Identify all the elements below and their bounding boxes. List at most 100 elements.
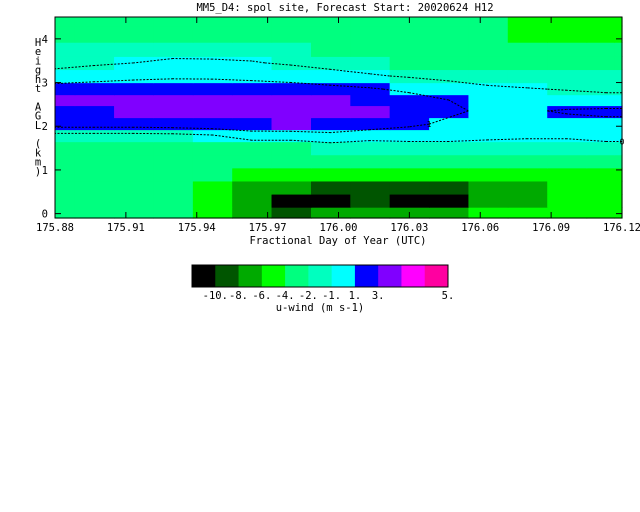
heatmap-cell: [614, 141, 623, 156]
colorbar-tick-label: -2.: [299, 290, 318, 302]
heatmap-cell: [586, 94, 615, 107]
heatmap-cell: [614, 17, 623, 27]
heatmap-cell: [114, 117, 154, 131]
heatmap-cell: [74, 141, 115, 156]
heatmap-cell: [232, 167, 273, 182]
heatmap-cell: [74, 207, 115, 219]
heatmap-cell: [271, 82, 312, 96]
heatmap-cell: [468, 42, 509, 57]
heatmap-cell: [192, 180, 233, 195]
y-tick-label: 2: [42, 121, 48, 133]
heatmap-cell: [55, 117, 76, 131]
heatmap-cell: [232, 193, 273, 208]
x-tick-label: 176.03: [390, 222, 428, 234]
heatmap-cell: [468, 180, 509, 195]
heatmap-cell: [310, 117, 351, 131]
heatmap-cell: [310, 56, 351, 71]
heatmap-cell: [614, 25, 623, 43]
heatmap-cell: [153, 117, 194, 131]
heatmap-cell: [192, 56, 233, 71]
colorbar-swatch: [238, 265, 263, 287]
colorbar-tick-label: 1.: [349, 290, 362, 302]
heatmap-cell: [350, 82, 391, 96]
heatmap-cell: [271, 180, 312, 195]
heatmap-cell: [310, 82, 351, 96]
heatmap-cell: [55, 17, 76, 27]
heatmap-cell: [429, 141, 470, 156]
heatmap-cell: [74, 82, 115, 96]
heatmap-cell: [468, 207, 509, 219]
heatmap-cell: [507, 42, 548, 57]
heatmap-cell: [547, 141, 588, 156]
heatmap-cell: [547, 56, 588, 71]
heatmap-cell: [507, 117, 548, 131]
heatmap-cell: [614, 154, 623, 169]
heatmap-cell: [153, 69, 194, 84]
y-axis-label-char: t: [35, 83, 41, 95]
colorbar-tick-label: 3.: [372, 290, 385, 302]
heatmap-cell: [507, 141, 548, 156]
heatmap-cell: [153, 56, 194, 71]
heatmap-cell: [232, 82, 273, 96]
heatmap-cell: [429, 42, 470, 57]
heatmap-cell: [310, 167, 351, 182]
heatmap-cell: [55, 56, 76, 71]
heatmap-cell: [192, 105, 233, 119]
heatmap-cell: [55, 105, 76, 119]
heatmap-cell: [74, 117, 115, 131]
heatmap-cell: [114, 193, 154, 208]
heatmap-cell: [192, 167, 233, 182]
heatmap-cell: [350, 141, 391, 156]
colorbar-tick-label: -6.: [252, 290, 271, 302]
heatmap-cell: [55, 193, 76, 208]
x-tick-label: 175.88: [36, 222, 74, 234]
heatmap-cell: [468, 56, 509, 71]
heatmap-cell: [192, 42, 233, 57]
y-tick-label: 4: [42, 34, 48, 46]
y-axis-label-char: G: [35, 111, 41, 123]
heatmap-cell: [271, 94, 312, 107]
heatmap-cell: [547, 25, 588, 43]
heatmap-cell: [55, 94, 76, 107]
heatmap-cell: [389, 69, 430, 84]
heatmap-cell: [429, 69, 470, 84]
heatmap-cell: [507, 193, 548, 208]
y-axis-label-char: k: [35, 147, 42, 159]
heatmap-cell: [389, 105, 430, 119]
heatmap-cell: [310, 69, 351, 84]
heatmap-cell: [192, 69, 233, 84]
heatmap-cell: [586, 167, 615, 182]
contour-label: 1: [427, 120, 432, 129]
heatmap-cell: [114, 94, 154, 107]
heatmap-cell: [614, 56, 623, 71]
heatmap-cell: [192, 94, 233, 107]
heatmap-cell: [310, 180, 351, 195]
colorbar-swatch: [215, 265, 240, 287]
heatmap-cell: [468, 105, 509, 119]
heatmap-cell: [614, 69, 623, 84]
heatmap-cell: [547, 69, 588, 84]
colorbar-tick-label: -8.: [229, 290, 248, 302]
heatmap-cell: [389, 82, 430, 96]
heatmap-cell: [114, 69, 154, 84]
heatmap-cell: [507, 105, 548, 119]
heatmap-cell: [586, 193, 615, 208]
heatmap-cell: [310, 129, 351, 143]
heatmap-cell: [232, 105, 273, 119]
heatmap-cell: [547, 117, 588, 131]
heatmap-cell: [271, 17, 312, 27]
colorbar-swatch: [308, 265, 333, 287]
heatmap-cell: [586, 42, 615, 57]
y-axis-label-char: H: [35, 37, 41, 49]
heatmap-cell: [55, 207, 76, 219]
heatmap-cell: [55, 154, 76, 169]
heatmap-cell: [271, 207, 312, 219]
heatmap-cell: [429, 56, 470, 71]
heatmap-cell: [350, 94, 391, 107]
heatmap-cell: [232, 56, 273, 71]
heatmap-cell: [271, 69, 312, 84]
colorbar-tick-label: -1.: [322, 290, 341, 302]
heatmap-cell: [614, 207, 623, 219]
